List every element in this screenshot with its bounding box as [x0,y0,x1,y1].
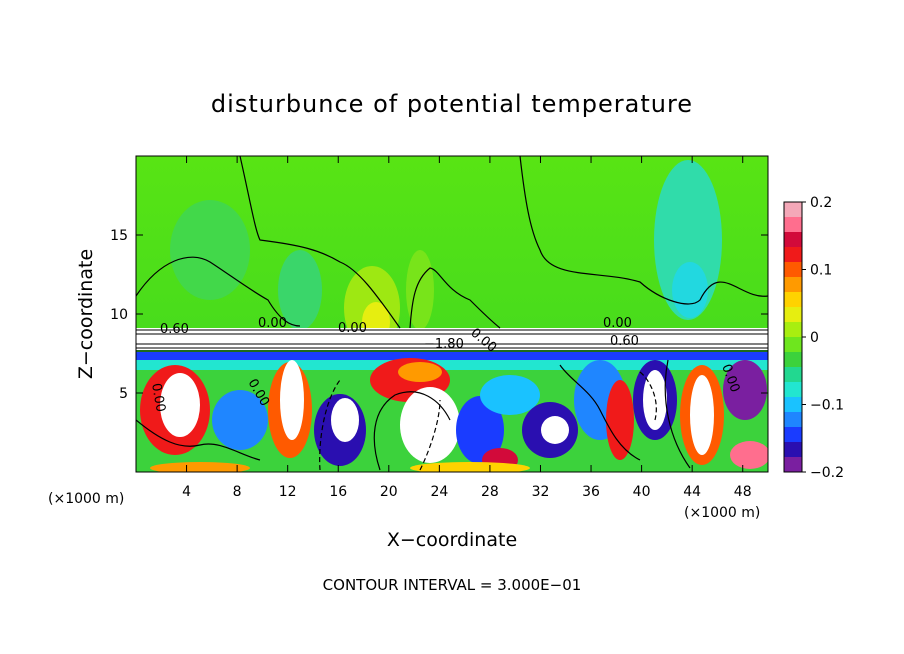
x-tick-label: 36 [582,484,600,500]
blob [456,396,504,464]
blob [331,398,359,442]
blob [280,360,304,440]
colorbar-gradient [783,201,803,473]
contour-label: 0.00 [148,382,168,413]
blob [212,390,268,450]
contour-label: −1.80 [424,337,464,352]
y-tick-label: 10 [110,307,128,323]
blob [400,387,460,463]
upper-cool-blob-2 [278,250,322,330]
x-tick-label: 12 [279,484,297,500]
y-axis-title: Z−coordinate [75,249,97,379]
blob [723,360,767,420]
y-tick-label: 15 [110,228,128,244]
contour-label: 0.60 [160,322,189,337]
contour-interval-note: CONTOUR INTERVAL = 3.000E−01 [323,576,582,594]
contour-label: 0.00 [338,321,367,336]
colorbar-tick-label: 0.1 [810,263,832,279]
contour-label: 0.00 [603,316,632,331]
blob [398,362,442,382]
heatmap-plot-area [136,156,768,472]
x-unit-right: (×1000 m) [684,505,760,521]
x-tick-label: 32 [532,484,550,500]
x-tick-label: 40 [633,484,651,500]
lower-band-cyan [136,360,768,370]
blob [480,375,540,415]
blob [410,462,530,472]
x-tick-label: 48 [734,484,752,500]
blob [690,375,714,455]
x-axis-title: X−coordinate [387,529,517,551]
colorbar-ticks: 0.2 0.1 0 −0.1 −0.2 [802,195,844,481]
blob [541,416,569,444]
x-tick-label: 8 [233,484,242,500]
x-tick-label: 24 [430,484,448,500]
blob [150,462,250,472]
colorbar-tick-label: 0 [810,330,819,346]
inversion-band-lines [136,329,768,352]
x-tick-label: 44 [683,484,701,500]
x-unit-left: (×1000 m) [48,491,124,507]
upper-cool-core [672,262,708,318]
colorbar-tick-label: −0.1 [810,398,844,414]
x-tick-label: 4 [182,484,191,500]
contour-lines [136,156,768,471]
contour-label: 0.00 [258,316,287,331]
x-axis: 4 8 12 16 20 24 28 32 36 40 44 48 [182,156,752,500]
lower-band-blue [136,352,768,360]
contour-label: 0.60 [610,334,639,349]
x-tick-label: 20 [380,484,398,500]
colorbar-tick-label: 0.2 [810,195,832,211]
y-tick-label: 5 [119,386,128,402]
lower-turbulent-blobs [136,352,768,472]
blob [606,380,634,460]
upper-warm-blob-2 [406,250,434,330]
colorbar: 0.2 0.1 0 −0.1 −0.2 [783,195,844,481]
chart-title: disturbunce of potential temperature [211,90,693,118]
x-tick-label: 28 [481,484,499,500]
y-axis: 5 10 15 [110,228,768,402]
blob [730,441,768,469]
blob [160,373,200,437]
x-tick-label: 16 [329,484,347,500]
colorbar-tick-label: −0.2 [810,465,844,481]
upper-cool-blob-3 [170,200,250,300]
